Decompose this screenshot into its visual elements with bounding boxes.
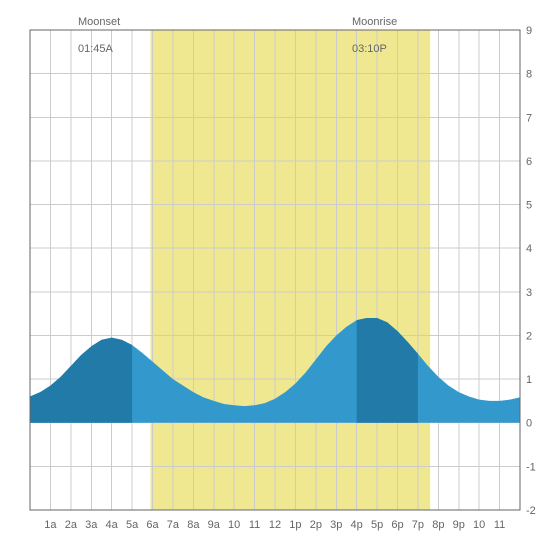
y-tick-label: 4 (526, 243, 532, 255)
x-tick-label: 10 (228, 519, 240, 531)
tide-chart: 1a2a3a4a5a6a7a8a9a1011121p2p3p4p5p6p7p8p… (0, 0, 550, 550)
x-tick-label: 7p (412, 519, 424, 531)
x-tick-label: 5p (371, 519, 383, 531)
x-tick-label: 6p (391, 519, 403, 531)
x-tick-label: 9a (208, 519, 221, 531)
y-tick-label: 2 (526, 330, 532, 342)
y-tick-label: -1 (526, 461, 536, 473)
x-tick-label: 7a (167, 519, 180, 531)
moonrise-label: Moonrise 03:10P (340, 2, 397, 71)
x-tick-label: 4a (106, 519, 119, 531)
x-tick-label: 11 (249, 519, 260, 531)
x-tick-label: 2a (65, 519, 78, 531)
y-tick-label: 3 (526, 287, 532, 299)
x-tick-label: 2p (310, 519, 322, 531)
x-tick-label: 10 (473, 519, 485, 531)
y-tick-label: 9 (526, 25, 532, 37)
y-tick-label: 5 (526, 200, 532, 212)
x-tick-label: 12 (269, 519, 281, 531)
x-tick-label: 1p (289, 519, 301, 531)
chart-svg: 1a2a3a4a5a6a7a8a9a1011121p2p3p4p5p6p7p8p… (0, 0, 550, 550)
x-tick-label: 6a (146, 519, 159, 531)
x-tick-label: 9p (453, 519, 465, 531)
moonset-label: Moonset 01:45A (66, 2, 120, 71)
x-tick-label: 3a (85, 519, 98, 531)
x-tick-label: 11 (494, 519, 505, 531)
y-tick-label: -2 (526, 505, 536, 517)
y-tick-label: 7 (526, 112, 532, 124)
moonset-title: Moonset (78, 16, 120, 28)
moonrise-time: 03:10P (352, 43, 387, 55)
y-tick-label: 1 (526, 374, 532, 386)
x-tick-label: 3p (330, 519, 342, 531)
y-tick-label: 8 (526, 69, 532, 81)
y-tick-label: 6 (526, 156, 532, 168)
x-tick-label: 8p (432, 519, 444, 531)
x-tick-label: 5a (126, 519, 139, 531)
x-tick-label: 4p (351, 519, 363, 531)
x-tick-label: 8a (187, 519, 200, 531)
y-tick-label: 0 (526, 418, 532, 430)
moonrise-title: Moonrise (352, 16, 397, 28)
moonset-time: 01:45A (78, 43, 113, 55)
x-tick-label: 1a (44, 519, 57, 531)
